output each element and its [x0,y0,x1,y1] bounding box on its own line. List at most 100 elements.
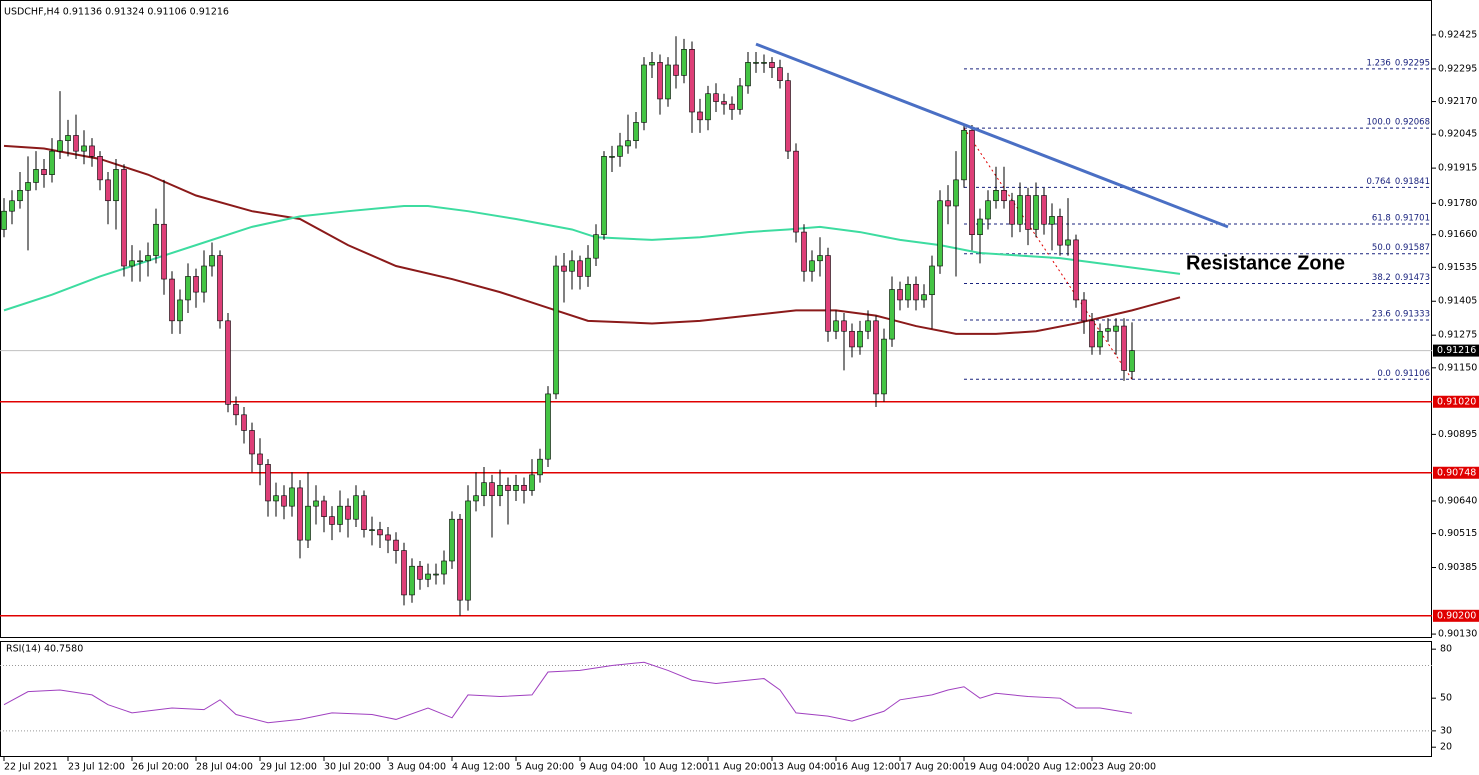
candle-body [121,169,127,267]
candle-body [137,260,143,263]
candle-body [345,505,351,520]
rsi-tick-label: 80 [1440,644,1452,655]
candle-body [929,265,935,296]
y-tick-label: 0.92425 [1438,29,1477,40]
y-tick-label: 0.90515 [1438,528,1477,539]
candle-body [321,500,327,517]
candle-body [1073,239,1079,301]
candle-body [529,474,535,491]
candle-body [985,200,991,220]
fib-value: 0.92068 [1395,118,1430,128]
level-label: 0.90748 [1437,467,1476,478]
candle-body [169,278,175,322]
candle-body [1097,330,1103,348]
candle-body [1,210,7,230]
candle-body [241,414,247,431]
fib-trend [963,127,1133,380]
candle-body [57,140,63,152]
rsi-tick-label: 20 [1440,742,1452,753]
candle-body [433,573,439,576]
fib-value: 0.91333 [1395,310,1430,320]
moving-average [3,204,1181,312]
candle-body [609,156,615,158]
x-tick-label: 17 Aug 20:00 [900,762,964,773]
candle-body [89,145,95,157]
candle-body [353,495,359,520]
x-tick-label: 30 Jul 20:00 [324,762,381,773]
candle-body [1049,216,1055,225]
candle-body [457,518,463,601]
candle-body [617,145,623,157]
candle-body [305,505,311,541]
candle-body [265,464,271,502]
x-tick-label: 11 Aug 20:00 [708,762,772,773]
candle-body [577,260,583,277]
annotation: Resistance Zone [1186,252,1345,274]
candle-body [337,505,343,525]
candle-body [785,80,791,152]
candle-body [745,62,751,87]
fib-ratio: 23.6 [1372,310,1391,320]
y-tick-label: 0.91915 [1438,163,1477,174]
candle-body [865,320,871,332]
candle-body [273,495,279,502]
candle-body [569,260,575,272]
candle-body [465,500,471,601]
candle-body [673,64,679,76]
candle-body [945,200,951,207]
candle-body [209,255,215,267]
candle-body [1113,325,1119,332]
candle-body [873,320,879,395]
candle-body [1057,216,1063,246]
candle-body [481,482,487,497]
x-tick-label: 19 Aug 04:00 [964,762,1028,773]
fib-ratio: 0.764 [1367,177,1391,187]
candle-body [737,85,743,110]
candle-body [521,484,527,491]
candle-body [905,283,911,301]
candle-body [1065,239,1071,246]
candle-body [969,129,975,235]
candle-body [505,484,511,491]
candle-body [1025,195,1031,230]
trendline [755,42,1229,229]
candle-body [17,190,23,202]
candle-body [281,495,287,507]
candle-body [681,49,687,76]
candle-body [705,93,711,121]
y-tick-label: 0.91150 [1438,362,1477,373]
x-tick-label: 10 Aug 12:00 [644,762,708,773]
candle-body [401,550,407,596]
candle-body [297,487,303,541]
candle-body [473,495,479,502]
candle-body [1089,320,1095,348]
candle-body [1009,200,1015,225]
candle-body [977,218,983,235]
candle-body [201,265,207,293]
candle-body [313,500,319,507]
candle-body [441,560,447,575]
x-tick-label: 20 Aug 12:00 [1028,762,1092,773]
candle-body [953,179,959,207]
candle-body [161,223,167,280]
candle-body [769,62,775,68]
candle-body [561,265,567,272]
candle-body [1001,190,1007,202]
y-tick-label: 0.92045 [1438,129,1477,140]
fib-value: 0.91841 [1395,177,1430,187]
candle-body [537,458,543,476]
candle-body [257,453,263,465]
y-tick-label: 0.91405 [1438,296,1477,307]
fib-ratio: 38.2 [1372,273,1391,283]
y-tick-label: 0.90640 [1438,495,1477,506]
x-tick-label: 3 Aug 04:00 [388,762,446,773]
x-tick-label: 16 Aug 12:00 [836,762,900,773]
candle-body [1041,195,1047,225]
fib-value: 0.91473 [1395,273,1430,283]
candle-body [217,255,223,322]
y-tick-label: 0.90130 [1438,629,1477,640]
candle-body [729,103,735,110]
candle-body [1105,328,1111,332]
fib-value: 0.91106 [1395,369,1430,379]
